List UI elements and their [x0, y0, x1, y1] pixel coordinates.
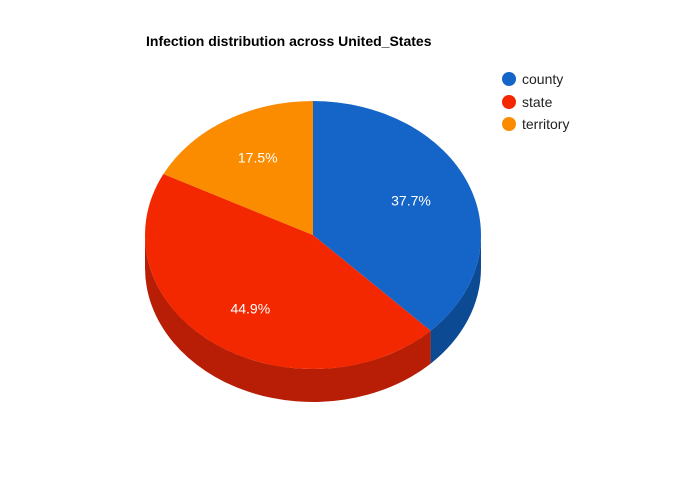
legend-label-territory: territory — [522, 116, 570, 133]
legend-item-state[interactable]: state — [502, 91, 569, 114]
legend: county state territory — [502, 68, 569, 136]
pie-side-state — [145, 235, 431, 402]
pie-slice-territory[interactable] — [163, 101, 313, 235]
legend-item-county[interactable]: county — [502, 68, 569, 91]
pie-side-county — [430, 235, 481, 364]
legend-item-territory[interactable]: territory — [502, 113, 569, 136]
slice-label-territory: 17.5% — [238, 149, 278, 165]
legend-swatch-state — [502, 94, 516, 109]
legend-label-county: county — [522, 71, 564, 88]
legend-swatch-territory — [502, 117, 516, 132]
legend-swatch-county — [502, 72, 516, 87]
slice-label-county: 37.7% — [391, 193, 431, 209]
pie-slice-county[interactable] — [313, 101, 482, 331]
chart-title: Infection distribution across United_Sta… — [146, 33, 432, 49]
legend-label-state: state — [522, 93, 553, 110]
slice-label-state: 44.9% — [230, 300, 270, 316]
pie-slice-state[interactable] — [144, 174, 431, 370]
pie-sides — [145, 235, 481, 402]
